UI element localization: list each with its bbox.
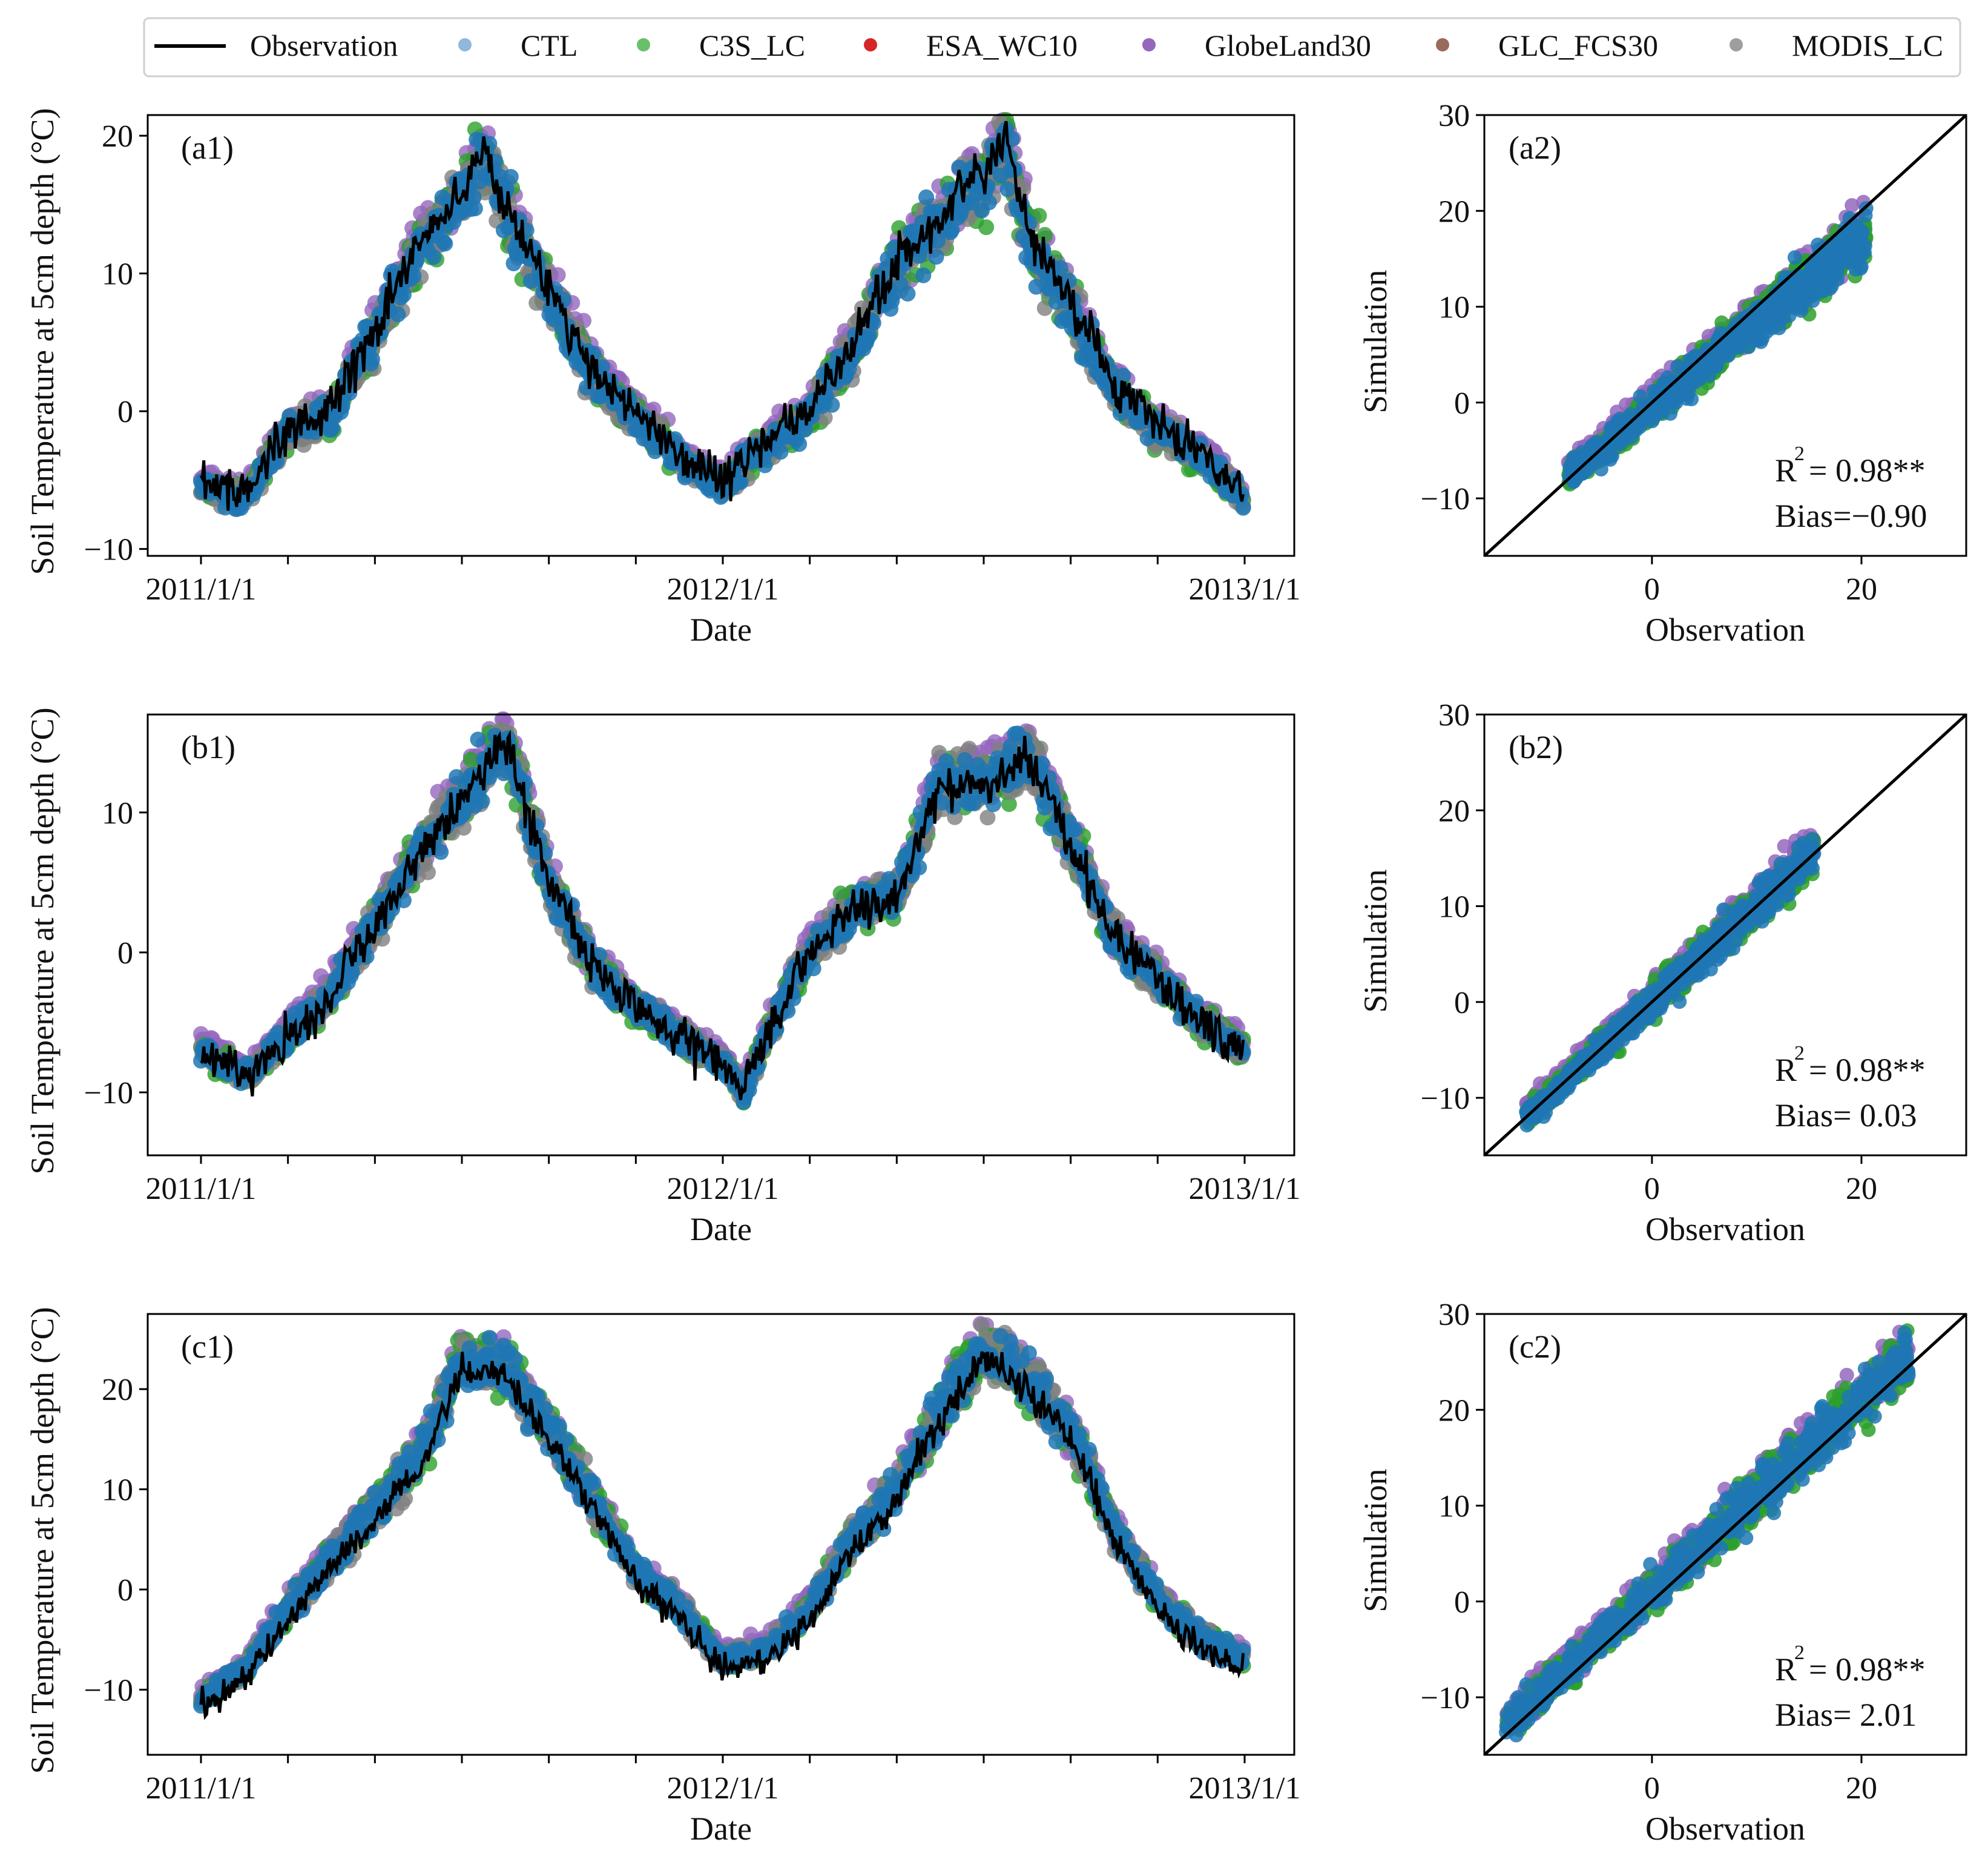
sim-point: [426, 249, 442, 265]
y-tick-label: 30: [1438, 99, 1470, 133]
legend-marker-ctl: [458, 38, 472, 51]
y-tick-label: −10: [84, 1076, 133, 1111]
y-tick-label: −10: [1421, 482, 1470, 517]
legend-label: C3S_LC: [699, 28, 805, 62]
legend-label: MODIS_LC: [1792, 28, 1943, 62]
scatter-point: [1757, 310, 1772, 325]
scatter-point: [1786, 292, 1802, 308]
legend-label: GLC_FCS30: [1498, 28, 1658, 62]
scatter-point: [1771, 311, 1786, 326]
sim-point: [390, 306, 406, 323]
sim-point: [981, 194, 997, 211]
x-tick-label: 2011/1/1: [146, 572, 257, 607]
legend: Observation CTL C3S_LC ESA_WC10 GlobeLand30 G…: [143, 17, 1961, 78]
sim-point: [364, 351, 381, 368]
scatter-point: [1663, 406, 1678, 421]
x-tick-label: 20: [1846, 572, 1877, 607]
legend-marker-modis_lc: [1730, 38, 1743, 51]
legend-label: GlobeLand30: [1205, 28, 1371, 62]
panel-label: (a1): [181, 130, 234, 166]
legend-marker-esa_wc10: [864, 38, 877, 51]
r2-value: = 0.98**: [1809, 452, 1925, 489]
sim-markers: [193, 711, 1251, 1111]
sim-point: [978, 219, 995, 236]
sim-point: [268, 454, 285, 470]
sim-point: [395, 286, 412, 303]
sim-point: [502, 168, 519, 185]
scatter-point: [1710, 354, 1725, 369]
scatter-point: [1834, 236, 1849, 251]
panel-label: (a2): [1509, 130, 1561, 166]
y-tick-label: 10: [1438, 291, 1470, 325]
x-tick-label: 0: [1644, 572, 1660, 607]
legend-marker-c3s_lc: [637, 38, 650, 51]
legend-label: Observation: [250, 28, 398, 62]
bias-annotation: Bias=−0.90: [1775, 498, 1927, 534]
panel-a1: −10 0 10 20 2011/1/1 2012/1/1 2013/1/1 Date Soil…: [24, 108, 1300, 648]
scatter-point: [1816, 256, 1831, 271]
sim-point: [999, 181, 1016, 197]
sim-point: [1021, 215, 1037, 231]
sim-point: [772, 444, 789, 460]
scatter-point: [1687, 371, 1702, 386]
legend-frame: [143, 17, 1961, 78]
scatter-point: [1768, 298, 1783, 313]
legend-marker-globeland30: [1142, 38, 1156, 51]
sim-point: [918, 189, 935, 205]
y-tick-label: −10: [84, 533, 133, 567]
y-tick-label: 10: [102, 257, 133, 292]
scatter-point: [1742, 326, 1757, 341]
sim-point: [915, 267, 932, 283]
x-axis-label: Observation: [1645, 612, 1805, 648]
y-tick-label: 20: [1438, 194, 1470, 229]
sim-point: [824, 397, 840, 413]
r2-annotation: R: [1775, 452, 1797, 489]
y-axis-label: Soil Temperature at 5cm depth (°C): [24, 108, 61, 575]
sim-point: [791, 436, 808, 452]
y-axis-label: Simulation: [1357, 269, 1394, 413]
sim-point: [437, 236, 453, 252]
scatter-point: [1843, 255, 1858, 270]
sim-point: [1235, 500, 1251, 516]
legend-label: ESA_WC10: [926, 28, 1078, 62]
panel-a2: −10 0 10 20 30 0 20 Observation Simulation (a2) R2…: [1357, 99, 1967, 648]
y-tick-label: 0: [117, 936, 133, 971]
x-tick-label: 2012/1/1: [667, 572, 779, 607]
legend-label: CTL: [521, 28, 578, 62]
sim-point: [900, 285, 916, 302]
y-tick-label: 10: [102, 796, 133, 831]
legend-marker-glc_fcs30: [1436, 38, 1449, 51]
scatter-point: [1791, 279, 1806, 294]
x-tick-label: 2013/1/1: [1189, 572, 1301, 607]
y-tick-label: 0: [1454, 386, 1470, 421]
y-tick-label: 0: [117, 395, 133, 429]
scatter-point: [1787, 250, 1802, 265]
one-to-one-line: [1483, 114, 1967, 557]
sim-point: [467, 200, 483, 217]
r2-superscript: 2: [1794, 443, 1805, 465]
y-tick-label: 20: [102, 119, 133, 154]
x-axis-label: Date: [690, 612, 752, 648]
